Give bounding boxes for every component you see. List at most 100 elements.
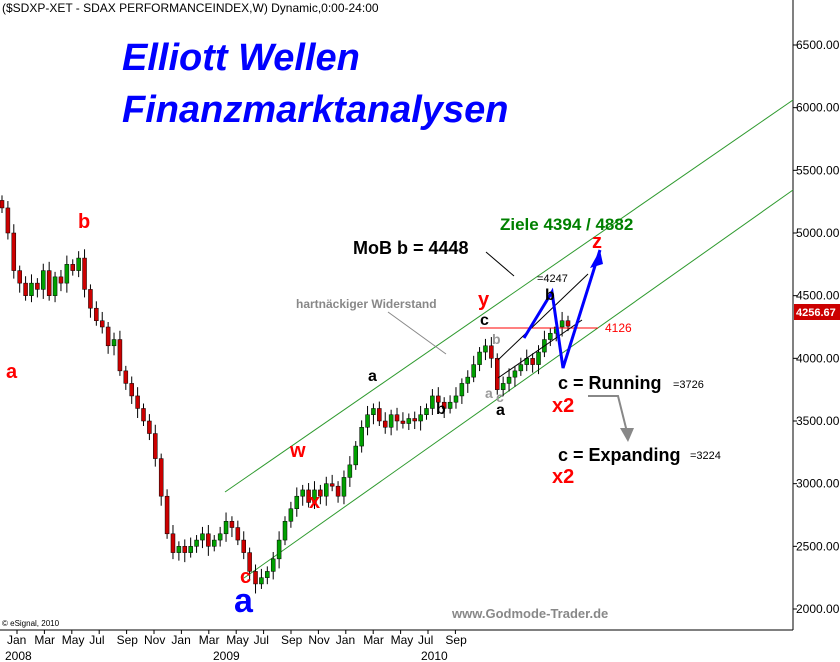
candle-body	[406, 418, 412, 424]
candle-body	[135, 395, 140, 409]
candle-body	[318, 489, 323, 497]
candle-body	[147, 420, 152, 434]
y-axis: 6500.00 6000.00 5500.00 5000.00 4500.00 4000.…	[793, 38, 840, 616]
y-tick-label: 2000.00	[796, 602, 840, 616]
x-tick-label: Jan	[336, 633, 355, 647]
expanding-annotation: c = Expanding	[558, 445, 681, 465]
candle-body	[347, 464, 353, 478]
candle-body	[212, 539, 217, 547]
candle-body	[153, 433, 158, 459]
x-tick-label: Mar	[34, 633, 55, 647]
candle-body	[241, 539, 246, 553]
candle-body	[176, 546, 182, 553]
expanding-value: =3224	[690, 450, 721, 462]
wave-a-left: a	[6, 361, 18, 383]
candle-body	[471, 364, 476, 378]
candle-body	[506, 376, 512, 384]
candle-body	[223, 521, 229, 535]
candle-body	[235, 527, 241, 541]
candle-body	[394, 414, 400, 422]
candle-body	[495, 358, 500, 390]
candle-body	[365, 414, 370, 428]
wave-b-mid: b	[436, 401, 446, 418]
mob-annotation: MoB b = 4448	[353, 238, 469, 258]
level-4247: =4247	[537, 273, 568, 285]
y-tick-label: 4500.00	[796, 289, 840, 303]
x-year-label: 2009	[213, 649, 240, 662]
candle-body	[265, 571, 270, 578]
candle-body	[359, 427, 364, 447]
y-tick-label: 5500.00	[796, 163, 840, 177]
wave-b-gray: b	[492, 331, 501, 347]
candle-body	[94, 307, 99, 321]
widerstand-arrow-line	[387, 311, 447, 355]
channel-lower-line	[243, 189, 794, 579]
x-tick-label: May	[391, 633, 414, 647]
candle-body	[76, 257, 81, 271]
level-4126: 4126	[605, 321, 632, 335]
candle-body	[300, 489, 305, 497]
candle-body	[70, 264, 75, 271]
candle-body	[530, 358, 535, 365]
wave-x2-2: x2	[552, 466, 574, 488]
symbol-header: ($SDXP-XET - SDAX PERFORMANCEINDEX,W) Dy…	[2, 1, 379, 15]
candle-body	[58, 276, 64, 284]
candle-body	[329, 483, 335, 487]
candle-body	[141, 408, 146, 422]
candle-body	[312, 489, 317, 503]
candle-body	[512, 370, 518, 378]
candle-body	[29, 282, 34, 296]
x-tick-label: Sep	[281, 633, 303, 647]
candle-body	[129, 383, 134, 397]
candle-body	[436, 395, 441, 403]
scenario-arrow	[588, 395, 629, 437]
candle-body	[536, 351, 541, 365]
candle-body	[418, 414, 423, 422]
candle-body	[123, 370, 129, 384]
candle-body	[99, 320, 105, 328]
candle-body	[276, 539, 282, 560]
wave-a-gray: a	[485, 385, 493, 401]
candle-body	[382, 420, 388, 428]
candle-body	[341, 477, 347, 497]
watermark: www.Godmode-Trader.de	[451, 606, 608, 621]
candle-body	[548, 333, 553, 340]
candle-body	[453, 395, 459, 403]
wave-b-right: b	[545, 287, 555, 304]
candle-body	[371, 408, 376, 415]
candle-body	[489, 345, 494, 359]
title-line-2: Finanzmarktanalysen	[122, 89, 508, 131]
candle-body	[17, 270, 22, 284]
y-tick-label: 5000.00	[796, 226, 840, 240]
wave-w: w	[289, 440, 306, 462]
candle-body	[188, 546, 193, 553]
candle-body	[500, 383, 506, 390]
scenario-arrowhead	[620, 428, 634, 442]
y-tick-label: 6500.00	[796, 38, 840, 52]
candle-body	[518, 364, 524, 372]
x-tick-label: Jul	[89, 633, 104, 647]
y-tick-label: 6000.00	[796, 101, 840, 115]
channel-upper-line	[224, 99, 794, 493]
wave-y: y	[478, 289, 490, 311]
x-year-label: 2008	[5, 649, 32, 662]
candle-body	[282, 521, 288, 541]
candle-body	[117, 339, 123, 372]
candle-body	[559, 320, 565, 328]
candle-body	[247, 552, 252, 572]
candle-body	[194, 539, 199, 547]
x-tick-label: Sep	[445, 633, 467, 647]
mob-arrow-line	[485, 251, 515, 277]
wave-b-top: b	[78, 211, 90, 233]
x-tick-label: Nov	[144, 633, 165, 647]
x-tick-label: Mar	[199, 633, 220, 647]
candle-body	[412, 418, 417, 422]
wave-a-blk: a	[496, 402, 505, 419]
candle-body	[459, 383, 465, 397]
candle-body	[335, 485, 341, 497]
candle-body	[388, 414, 394, 428]
candle-body	[52, 276, 58, 296]
price-tag	[794, 304, 840, 320]
ziele-annotation: Ziele 4394 / 4882	[500, 215, 633, 234]
wave-a-blue: a	[234, 582, 254, 620]
